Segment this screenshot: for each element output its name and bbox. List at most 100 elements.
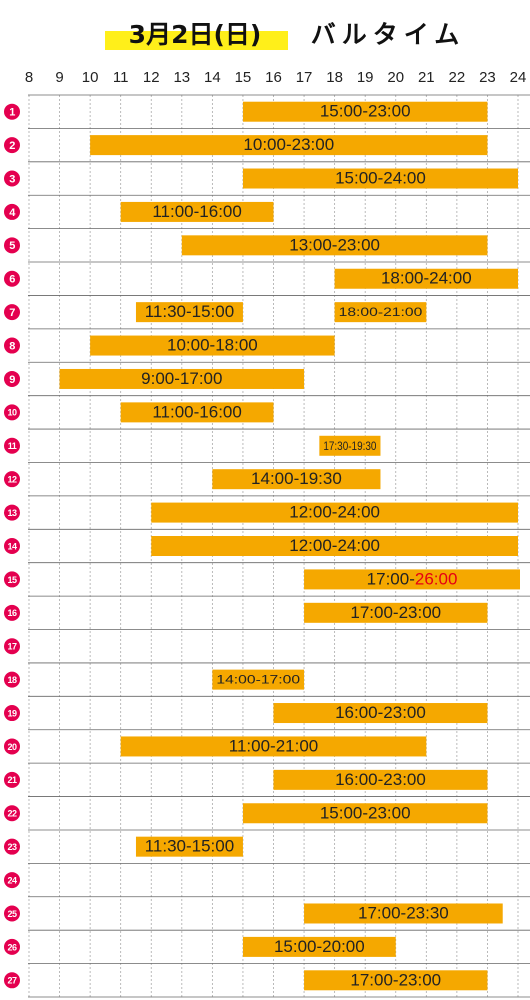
- bar-label: 10:00-23:00: [243, 136, 334, 155]
- row-badge: [4, 872, 20, 889]
- row-badge: [4, 638, 20, 655]
- bar-label: 9:00-17:00: [141, 369, 222, 388]
- row-badge: [4, 938, 20, 955]
- time-bar: [59, 368, 305, 389]
- row-badge: [4, 771, 20, 788]
- row-number: 19: [7, 708, 17, 718]
- x-tick-label: 22: [449, 69, 466, 86]
- bar-label-text: 14:00-17:00: [216, 673, 300, 687]
- row-number: 1: [9, 107, 15, 119]
- bar-label-text: 13:00-23:00: [289, 236, 380, 255]
- row-number: 25: [7, 909, 17, 919]
- time-bar: [319, 435, 381, 456]
- bar-label-text: 15:00-23:00: [320, 804, 411, 823]
- row-number: 3: [9, 173, 15, 185]
- row-number: 24: [7, 875, 17, 885]
- bar-label: 18:00-21:00: [339, 305, 423, 319]
- bar-label-text: 12:00-24:00: [289, 536, 380, 555]
- time-bar: [242, 101, 488, 122]
- bar-label: 12:00-24:00: [289, 536, 380, 555]
- time-bar: [120, 402, 274, 423]
- bar-label: 17:00-23:30: [358, 904, 449, 923]
- row-number: 16: [7, 608, 17, 618]
- x-tick-label: 20: [387, 69, 404, 86]
- bar-label-text: 14:00-19:30: [251, 470, 342, 489]
- row-number: 7: [9, 307, 15, 319]
- time-bar: [304, 970, 488, 991]
- row-number: 23: [7, 842, 17, 852]
- chart-title: 3月2日(日): [129, 20, 262, 49]
- bar-label-text: 10:00-18:00: [167, 336, 258, 355]
- bar-label-text: 11:00-16:00: [152, 202, 241, 221]
- bar-label: 15:00-24:00: [335, 169, 426, 188]
- row-badge: [4, 404, 20, 421]
- x-tick-label: 19: [357, 69, 374, 86]
- bar-label: 13:00-23:00: [289, 236, 380, 255]
- bar-label-text: 11:00-21:00: [229, 737, 318, 756]
- x-tick-label: 21: [418, 69, 435, 86]
- time-bar: [334, 302, 427, 323]
- row-badge: [4, 170, 20, 187]
- row-number: 22: [7, 809, 17, 819]
- row-badge: [4, 304, 20, 321]
- row-badge: [4, 571, 20, 588]
- row-badge: [4, 805, 20, 822]
- time-bar: [135, 836, 243, 857]
- bar-label: 10:00-18:00: [167, 336, 258, 355]
- row-number: 26: [7, 942, 17, 952]
- x-tick-label: 17: [296, 69, 313, 86]
- x-tick-label: 10: [82, 69, 99, 86]
- row-number: 18: [7, 675, 17, 685]
- row-number: 5: [9, 240, 15, 252]
- time-bar: [273, 703, 488, 724]
- x-tick-label: 12: [143, 69, 160, 86]
- bar-label: 16:00-23:00: [335, 704, 426, 723]
- row-badge: [4, 604, 20, 621]
- bar-label-text: 15:00-20:00: [274, 937, 365, 956]
- row-number: 21: [7, 775, 17, 785]
- bar-label-text: 16:00-23:00: [335, 704, 426, 723]
- bar-label-text: 11:00-16:00: [152, 403, 241, 422]
- row-number: 20: [7, 742, 17, 752]
- x-tick-label: 13: [173, 69, 190, 86]
- time-bar: [242, 168, 518, 189]
- bar-label-text: 18:00-21:00: [339, 305, 423, 319]
- bar-label-text: 11:30-15:00: [145, 837, 234, 856]
- bar-label: 11:30-15:00: [145, 837, 234, 856]
- bar-label: 11:00-21:00: [229, 737, 318, 756]
- row-badge: [4, 203, 20, 220]
- row-badge: [4, 270, 20, 287]
- x-tick-label: 24: [510, 69, 527, 86]
- time-bar: [304, 569, 520, 590]
- row-badge: [4, 671, 20, 688]
- bars: [59, 101, 520, 991]
- time-bar: [212, 669, 305, 690]
- bar-label-text: 17:00-23:00: [350, 971, 441, 990]
- bar-label: 11:00-16:00: [152, 403, 241, 422]
- bar-label-end: 26:00: [415, 570, 458, 589]
- x-tick-label: 15: [235, 69, 252, 86]
- row-number: 12: [7, 475, 17, 485]
- bar-label-text: 17:30-19:30: [323, 439, 376, 453]
- bar-label-text: 17:00-23:00: [350, 603, 441, 622]
- bar-label: 16:00-23:00: [335, 770, 426, 789]
- row-badge: [4, 972, 20, 989]
- x-tick-label: 14: [204, 69, 221, 86]
- chart-subtitle: バルタイム: [311, 20, 466, 49]
- time-bar: [334, 268, 518, 289]
- row-badge: [4, 705, 20, 722]
- bar-label: 14:00-17:00: [216, 673, 300, 687]
- time-bar: [90, 135, 488, 156]
- row-number: 27: [7, 976, 17, 986]
- row-number: 8: [9, 340, 15, 352]
- time-bar: [304, 903, 503, 924]
- row-number: 6: [9, 274, 15, 286]
- time-bar: [135, 302, 243, 323]
- bar-label-text: 12:00-24:00: [289, 503, 380, 522]
- row-number: 17: [7, 642, 17, 652]
- x-tick-label: 9: [55, 69, 63, 86]
- time-bar: [90, 335, 335, 356]
- x-tick-label: 16: [265, 69, 282, 86]
- bar-label: 17:00-23:00: [350, 971, 441, 990]
